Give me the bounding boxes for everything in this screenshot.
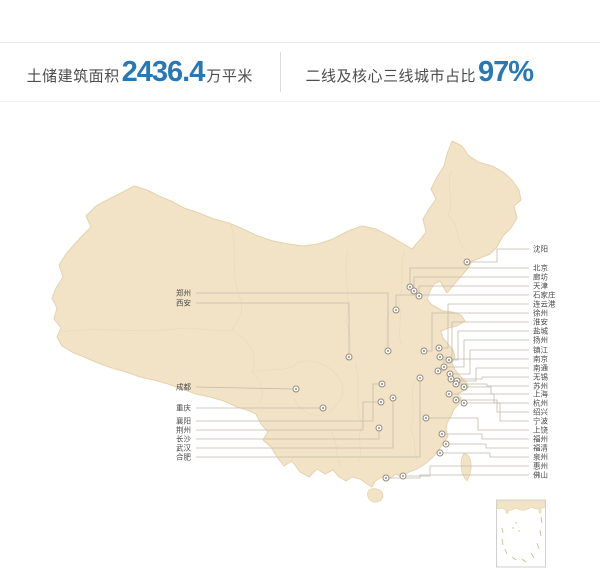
leader-line [390, 475, 530, 478]
leader-line [448, 340, 530, 367]
city-label: 盐城 [533, 326, 548, 336]
city-marker [464, 259, 470, 265]
leader-line [454, 350, 530, 374]
city-marker [383, 475, 389, 481]
leader-line [444, 453, 530, 457]
leader-line [419, 286, 529, 293]
city-label: 石家庄 [533, 290, 556, 300]
city-marker [461, 400, 467, 406]
city-label: 淮安 [533, 317, 548, 327]
taiwan-island [461, 453, 471, 481]
city-marker [439, 431, 445, 437]
city-marker [421, 348, 427, 354]
south-china-sea-inset [497, 500, 546, 567]
city-marker [378, 399, 384, 405]
city-label: 福清 [533, 443, 548, 453]
city-label: 廊坊 [533, 272, 548, 282]
city-label: 武汉 [176, 443, 191, 453]
city-label: 成都 [176, 382, 191, 392]
city-label: 佛山 [533, 470, 548, 480]
city-label: 福州 [533, 435, 548, 444]
city-marker [376, 425, 382, 431]
city-label: 宁波 [533, 416, 548, 426]
city-label: 绍兴 [533, 407, 548, 417]
city-marker [320, 405, 326, 411]
city-marker [446, 357, 452, 363]
city-marker [423, 415, 429, 421]
city-marker [446, 391, 452, 397]
city-label: 襄阳 [176, 416, 191, 426]
city-label: 西安 [176, 298, 191, 308]
leader-line [450, 444, 530, 448]
city-label: 上海 [533, 389, 548, 399]
city-marker [453, 381, 459, 387]
city-marker [437, 450, 443, 456]
city-label: 惠州 [533, 461, 548, 471]
leader-line [468, 387, 530, 394]
city-label: 泉州 [533, 452, 548, 462]
city-marker [400, 473, 406, 479]
city-marker [379, 381, 385, 387]
leader-line [444, 322, 530, 357]
city-label: 杭州 [533, 398, 548, 408]
city-marker [346, 354, 352, 360]
city-marker [417, 375, 423, 381]
city-marker [461, 384, 467, 390]
city-label: 北京 [533, 263, 548, 273]
city-marker [393, 307, 399, 313]
leader-line [446, 434, 530, 439]
city-marker [385, 348, 391, 354]
leader-line [455, 377, 530, 379]
inset-taiwan [539, 509, 542, 514]
city-marker [390, 395, 396, 401]
city-marker [453, 397, 459, 403]
city-label: 上饶 [533, 425, 548, 435]
city-marker [411, 288, 417, 294]
inset-hainan [506, 511, 509, 514]
hainan-island [368, 489, 383, 502]
city-label: 镇江 [533, 345, 548, 355]
city-label: 荆州 [176, 425, 191, 435]
city-label: 扬州 [533, 335, 548, 345]
city-marker [448, 376, 454, 382]
leader-line [460, 384, 530, 386]
city-marker [436, 345, 442, 351]
city-marker [293, 386, 299, 392]
city-marker [437, 354, 443, 360]
city-marker [435, 368, 441, 374]
city-marker [443, 441, 449, 447]
city-label: 郑州 [176, 288, 191, 298]
china-map-shape [52, 141, 521, 487]
city-label: 无锡 [533, 373, 548, 382]
city-label: 合肥 [176, 452, 191, 462]
city-label: 南京 [533, 354, 548, 364]
city-label: 重庆 [176, 403, 191, 413]
city-label: 徐州 [533, 308, 548, 318]
city-marker [441, 364, 447, 370]
city-label: 南通 [533, 363, 548, 373]
city-label: 连云港 [533, 299, 556, 309]
city-label: 长沙 [176, 434, 191, 444]
inset-coast [497, 501, 545, 511]
city-label: 沈阳 [533, 244, 548, 254]
city-label: 天津 [533, 282, 548, 291]
city-marker [416, 293, 422, 299]
